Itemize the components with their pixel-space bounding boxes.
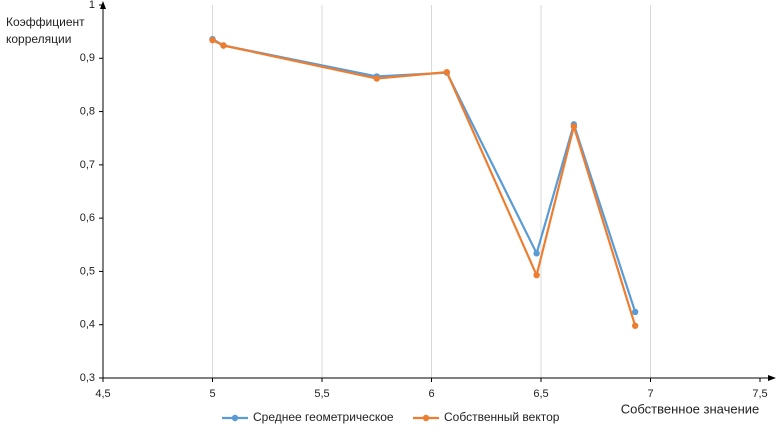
legend-label: Среднее геометрическое [253,410,394,424]
x-tick-label: 5 [209,388,215,400]
y-tick-label: 0,9 [80,52,95,64]
x-tick-label: 4,5 [95,388,110,400]
legend-label: Собственный вектор [444,410,560,424]
point [570,123,578,130]
y-tick-label: 0,5 [80,265,95,277]
x-tick-label: 7,5 [752,388,767,400]
x-axis-title: Собственное значение [621,401,760,416]
point [631,308,639,316]
x-tick-label: 6,5 [533,388,548,400]
y-tick-label: 0,7 [80,159,95,171]
line [211,38,637,313]
line [212,39,637,327]
y-tick-label: 1 [89,0,95,11]
y-axis-title: Коэффициент корреляции [6,15,85,46]
x-axis-arrow [768,375,776,381]
y-tick-label: 0,3 [80,372,95,384]
y-tick-label: 0,6 [80,212,95,224]
y-tick-label: 0,8 [80,105,95,117]
point [373,75,380,82]
point [220,42,227,49]
x-tick-label: 6 [428,388,434,400]
point [533,271,540,279]
x-tick-label: 7 [647,388,653,400]
legend-marker [231,414,239,422]
point [533,250,540,257]
point [209,36,216,44]
point [443,68,451,76]
legend-marker [422,414,430,422]
point [631,322,639,329]
y-tick-label: 0,4 [80,319,95,331]
y-axis-arrow [100,1,106,9]
x-tick-label: 5,5 [314,388,329,400]
